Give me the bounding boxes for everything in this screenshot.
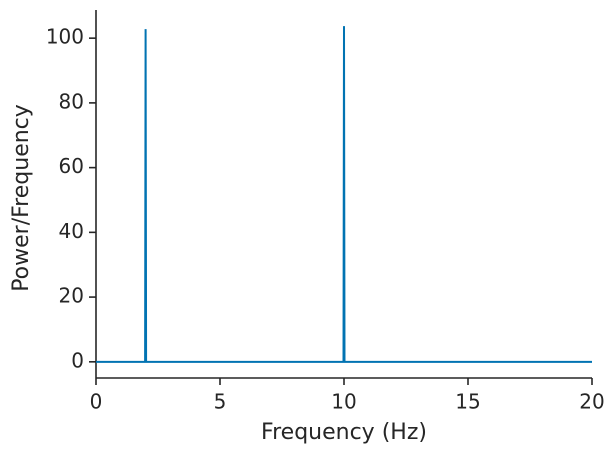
y-tick-label: 0 [71,348,84,372]
y-axis-label: Power/Frequency [9,104,34,292]
line [96,26,592,363]
y-tick-label: 100 [46,25,84,49]
x-tick-label: 15 [455,390,480,414]
x-axis-label: Frequency (Hz) [261,420,427,445]
x-tick-label: 10 [331,390,356,414]
y-tick-label: 40 [59,219,84,243]
x-tick-label: 20 [579,390,604,414]
x-tick-label: 0 [90,390,103,414]
x-tick-label: 5 [214,390,227,414]
y-tick-label: 20 [59,284,84,308]
y-tick-label: 80 [59,89,84,113]
y-tick-label: 60 [59,154,84,178]
